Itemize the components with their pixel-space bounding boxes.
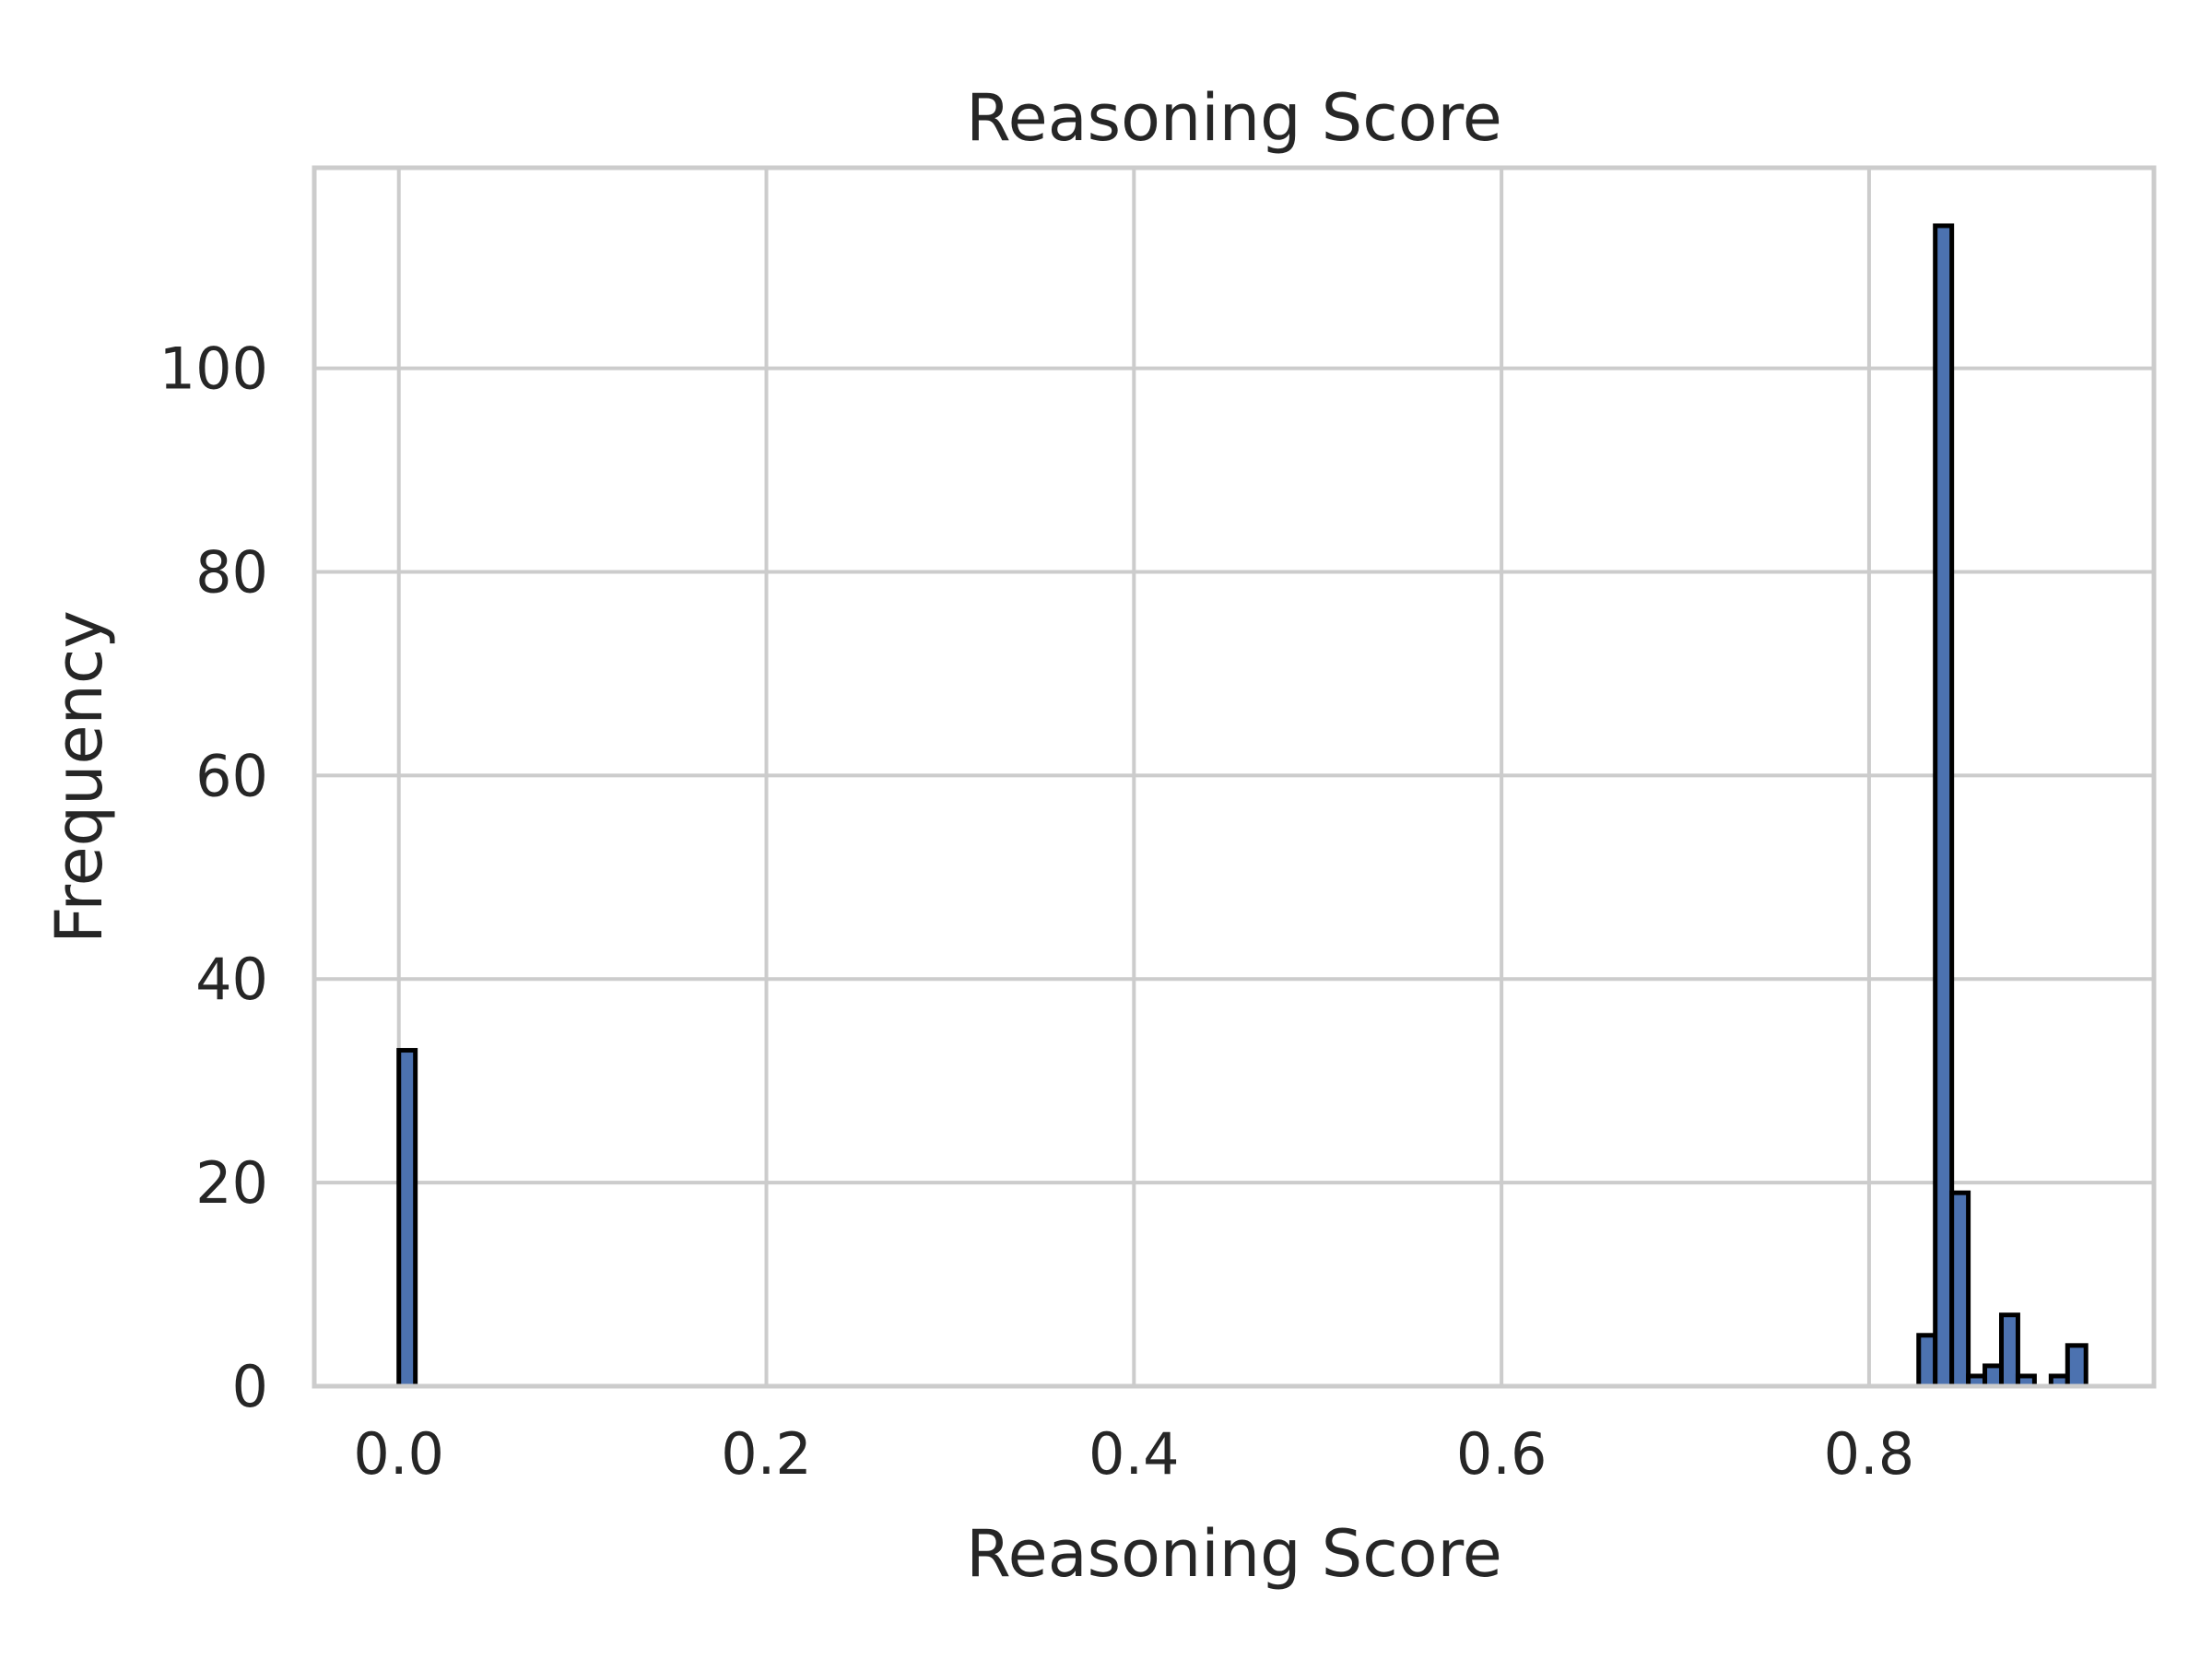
tick-layer: 0.0 0.2 0.4 0.6 0.8 0 20 40 60 80 100	[159, 335, 1915, 1488]
y-tick-label-3: 60	[195, 742, 268, 809]
x-tick-label-3: 0.6	[1456, 1420, 1547, 1488]
histogram-bar-0	[396, 1048, 418, 1389]
y-tick-label-4: 80	[195, 538, 268, 606]
y-axis-label: Frequency	[41, 610, 117, 944]
y-tick-label-0: 0	[232, 1353, 268, 1420]
histogram-bar-6	[1998, 1312, 2020, 1389]
y-tick-label-5: 100	[159, 335, 268, 403]
histogram-bar-9	[2065, 1343, 2088, 1389]
plot-frame	[312, 165, 2157, 1389]
histogram-bar-3	[1949, 1190, 1971, 1389]
y-tick-label-1: 20	[195, 1149, 268, 1217]
x-tick-label-1: 0.2	[721, 1420, 812, 1488]
grid-layer	[314, 168, 2154, 1388]
histogram-bar-2	[1933, 223, 1955, 1389]
chart-title: Reasoning Score	[966, 80, 1502, 156]
bar-layer	[396, 223, 2088, 1389]
histogram-bar-5	[1983, 1363, 2004, 1389]
x-axis-label: Reasoning Score	[966, 1516, 1502, 1592]
histogram-bar-1	[1916, 1333, 1938, 1389]
x-tick-label-4: 0.8	[1824, 1420, 1915, 1488]
y-tick-label-2: 40	[195, 946, 268, 1013]
x-tick-label-0: 0.0	[353, 1420, 444, 1488]
x-tick-label-2: 0.4	[1088, 1420, 1180, 1488]
